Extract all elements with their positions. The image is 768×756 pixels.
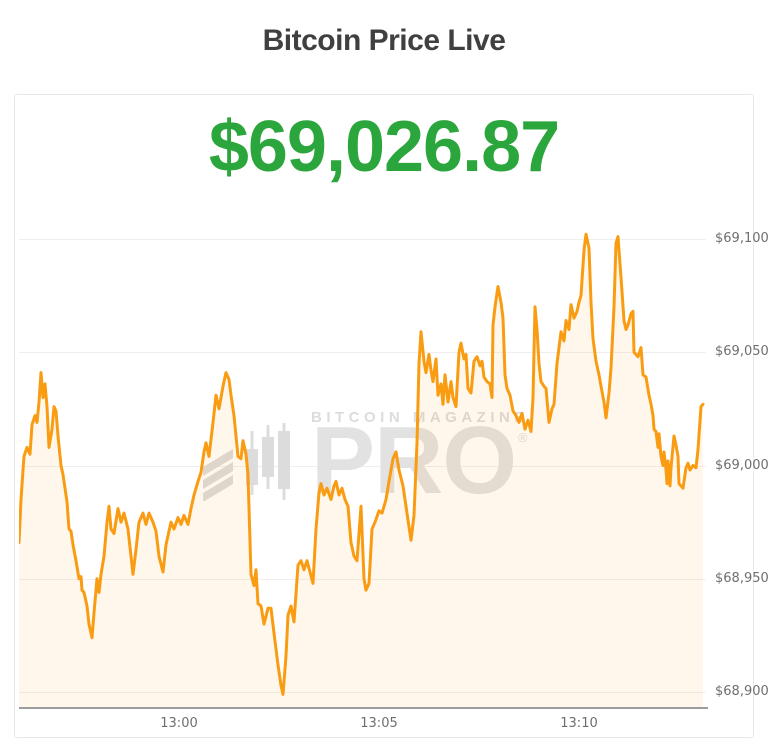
y-axis-tick-label: $68,950 <box>715 570 768 586</box>
x-axis-line <box>19 707 708 709</box>
watermark-text: BITCOIN MAGAZINE PRO ® <box>311 409 529 508</box>
plot-area[interactable]: BITCOIN MAGAZINE PRO ® <box>19 223 708 709</box>
y-axis-tick-label: $69,050 <box>715 344 768 360</box>
price-line-chart-svg[interactable] <box>19 223 706 708</box>
gridline <box>19 578 706 580</box>
live-price-value: $69,026.87 <box>208 107 560 187</box>
y-axis-tick-label: $69,000 <box>715 457 768 473</box>
gridline <box>19 238 706 240</box>
y-axis-tick-label: $69,100 <box>715 230 768 246</box>
gridline <box>19 465 706 467</box>
y-axis-tick-label: $68,900 <box>715 684 768 700</box>
gridline <box>19 692 706 694</box>
price-chart-card: $69,026.87 <box>14 94 768 738</box>
price-area-fill <box>19 234 703 708</box>
watermark: BITCOIN MAGAZINE PRO ® <box>203 409 529 508</box>
x-axis-tick-label: 13:10 <box>560 716 598 731</box>
registered-trademark-symbol: ® <box>518 430 528 445</box>
x-axis-tick-label: 13:00 <box>160 716 198 731</box>
gridline <box>19 352 706 354</box>
candlestick-logo-icon <box>203 422 290 501</box>
x-axis-tick-label: 13:05 <box>360 716 398 731</box>
price-line <box>19 232 705 696</box>
page-title: Bitcoin Price Live <box>262 24 506 57</box>
